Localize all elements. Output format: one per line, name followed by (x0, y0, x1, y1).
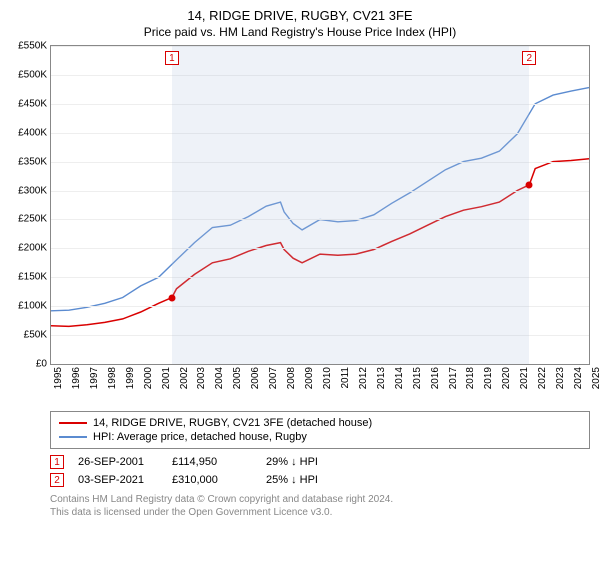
x-tick-label: 1997 (89, 367, 100, 389)
sale-row: 2 03-SEP-2021 £310,000 25% ↓ HPI (50, 471, 590, 489)
sale-marker: 1 (50, 455, 64, 469)
sale-dot (168, 294, 175, 301)
x-tick-label: 2011 (340, 367, 351, 389)
sale-dot (526, 181, 533, 188)
y-tick-label: £500K (18, 69, 47, 80)
x-tick-label: 2010 (322, 367, 333, 389)
sale-price: £310,000 (172, 474, 252, 486)
legend-swatch (59, 422, 87, 424)
chart-plot-area: £0£50K£100K£150K£200K£250K£300K£350K£400… (50, 45, 590, 365)
y-tick-label: £400K (18, 127, 47, 138)
x-tick-label: 1999 (125, 367, 136, 389)
x-tick-label: 2002 (179, 367, 190, 389)
sale-price: £114,950 (172, 456, 252, 468)
x-tick-label: 2006 (250, 367, 261, 389)
chart-title: 14, RIDGE DRIVE, RUGBY, CV21 3FE (0, 8, 600, 23)
y-tick-label: £350K (18, 156, 47, 167)
legend-label: HPI: Average price, detached house, Rugb… (93, 431, 307, 443)
ownership-shade (172, 46, 529, 364)
legend-item: 14, RIDGE DRIVE, RUGBY, CV21 3FE (detach… (59, 416, 581, 430)
sale-row: 1 26-SEP-2001 £114,950 29% ↓ HPI (50, 453, 590, 471)
sale-marker-box: 2 (522, 51, 536, 65)
sales-table: 1 26-SEP-2001 £114,950 29% ↓ HPI 2 03-SEP-202… (50, 453, 590, 489)
legend-item: HPI: Average price, detached house, Rugb… (59, 430, 581, 444)
x-tick-label: 1998 (107, 367, 118, 389)
x-tick-label: 2014 (394, 367, 405, 389)
x-tick-label: 2020 (501, 367, 512, 389)
sale-delta: 25% ↓ HPI (266, 474, 346, 486)
x-tick-label: 2024 (573, 367, 584, 389)
x-tick-label: 2017 (448, 367, 459, 389)
x-tick-label: 2003 (196, 367, 207, 389)
y-tick-label: £50K (24, 330, 47, 341)
y-tick-label: £100K (18, 301, 47, 312)
x-tick-label: 2007 (268, 367, 279, 389)
y-tick-label: £0 (36, 359, 47, 370)
x-tick-label: 2016 (430, 367, 441, 389)
x-tick-label: 2005 (232, 367, 243, 389)
y-tick-label: £300K (18, 185, 47, 196)
x-tick-label: 2019 (483, 367, 494, 389)
y-tick-label: £250K (18, 214, 47, 225)
y-tick-label: £150K (18, 272, 47, 283)
x-tick-label: 2025 (591, 367, 600, 389)
x-tick-label: 2023 (555, 367, 566, 389)
legend-swatch (59, 436, 87, 438)
y-tick-label: £200K (18, 243, 47, 254)
x-tick-label: 2022 (537, 367, 548, 389)
footer-line: This data is licensed under the Open Gov… (50, 506, 590, 519)
x-axis-labels: 1995 1996 1997 1998 1999 2000 2001 2002 2003 2004… (50, 365, 590, 405)
x-tick-label: 2000 (143, 367, 154, 389)
sale-delta: 29% ↓ HPI (266, 456, 346, 468)
x-tick-label: 2021 (519, 367, 530, 389)
x-tick-label: 2008 (286, 367, 297, 389)
y-tick-label: £550K (18, 41, 47, 52)
legend-label: 14, RIDGE DRIVE, RUGBY, CV21 3FE (detach… (93, 417, 372, 429)
sale-date: 26-SEP-2001 (78, 456, 158, 468)
sale-marker-box: 1 (165, 51, 179, 65)
sale-date: 03-SEP-2021 (78, 474, 158, 486)
attribution-footer: Contains HM Land Registry data © Crown c… (50, 493, 590, 519)
y-tick-label: £450K (18, 98, 47, 109)
footer-line: Contains HM Land Registry data © Crown c… (50, 493, 590, 506)
sale-marker: 2 (50, 473, 64, 487)
x-tick-label: 2009 (304, 367, 315, 389)
x-tick-label: 2018 (465, 367, 476, 389)
x-tick-label: 1995 (53, 367, 64, 389)
x-tick-label: 2004 (214, 367, 225, 389)
x-tick-label: 2013 (376, 367, 387, 389)
legend: 14, RIDGE DRIVE, RUGBY, CV21 3FE (detach… (50, 411, 590, 449)
x-tick-label: 1996 (71, 367, 82, 389)
x-tick-label: 2012 (358, 367, 369, 389)
chart-subtitle: Price paid vs. HM Land Registry's House … (0, 25, 600, 39)
x-tick-label: 2015 (412, 367, 423, 389)
x-tick-label: 2001 (161, 367, 172, 389)
